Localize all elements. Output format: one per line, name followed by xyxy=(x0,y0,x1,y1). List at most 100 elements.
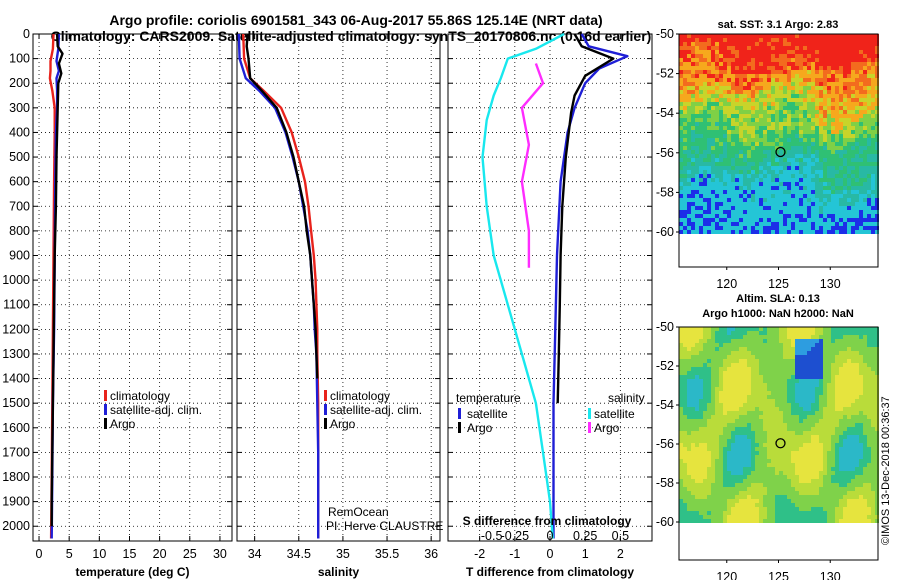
sst-map-pixel xyxy=(683,142,687,146)
sst-map-pixel xyxy=(727,134,731,138)
sla-map-pixel xyxy=(707,359,711,363)
salinity-legend-swatch-0 xyxy=(324,390,327,401)
sla-map-pixel xyxy=(783,415,787,419)
sla-map-pixel xyxy=(727,363,731,367)
sla-map-pixel xyxy=(691,447,695,451)
sla-map-pixel xyxy=(807,391,811,395)
sla-map-pixel xyxy=(775,455,779,459)
salinity-series-argo xyxy=(245,33,319,379)
sst-map-pixel xyxy=(867,114,871,118)
sla-map-pixel xyxy=(827,475,831,479)
sla-map-pixel xyxy=(759,327,763,331)
sla-map-pixel xyxy=(855,375,859,379)
sst-map-pixel xyxy=(743,126,747,130)
sla-map-pixel xyxy=(875,327,879,331)
sla-map-pixel xyxy=(743,443,747,447)
sst-map-pixel xyxy=(767,70,771,74)
sla-map-pixel xyxy=(791,419,795,423)
sst-map-pixel xyxy=(759,226,763,230)
diff-legend-left-swatch-0 xyxy=(458,408,461,419)
sla-map-pixel xyxy=(859,367,863,371)
salinity-legend-label-0: climatology xyxy=(330,389,390,403)
sst-map-pixel xyxy=(831,42,835,46)
sst-map-pixel xyxy=(847,166,851,170)
sla-map-pixel xyxy=(679,491,683,495)
sla-map-pixel xyxy=(695,411,699,415)
sla-map-pixel xyxy=(831,467,835,471)
sst-map-pixel xyxy=(807,162,811,166)
sst-map-pixel xyxy=(775,186,779,190)
sst-map-pixel xyxy=(699,202,703,206)
sst-map-pixel xyxy=(731,190,735,194)
sla-map-pixel xyxy=(815,363,819,367)
sla-map-pixel xyxy=(755,351,759,355)
sst-map-pixel xyxy=(859,62,863,66)
sst-map-pixel xyxy=(843,206,847,210)
sla-map-pixel xyxy=(771,427,775,431)
sst-map-pixel xyxy=(863,90,867,94)
sst-map-pixel xyxy=(835,170,839,174)
sst-map-pixel xyxy=(687,106,691,110)
sla-map-pixel xyxy=(687,475,691,479)
sst-map-pixel xyxy=(823,122,827,126)
sst-map-pixel xyxy=(679,90,683,94)
sst-map-pixel xyxy=(875,222,879,226)
sst-map-pixel xyxy=(763,82,767,86)
sst-map-pixel xyxy=(875,190,879,194)
sla-map-pixel xyxy=(815,395,819,399)
sst-map-pixel xyxy=(855,174,859,178)
sst-map-pixel xyxy=(759,86,763,90)
sla-map-pixel xyxy=(791,351,795,355)
sst-map-pixel xyxy=(847,102,851,106)
sla-map-pixel xyxy=(815,379,819,383)
sla-map-pixel xyxy=(843,483,847,487)
sst-map-pixel xyxy=(839,38,843,42)
sst-map-pixel xyxy=(731,162,735,166)
sst-map-pixel xyxy=(779,170,783,174)
sla-map-pixel xyxy=(831,375,835,379)
sst-map-pixel xyxy=(795,126,799,130)
sst-map-pixel xyxy=(843,146,847,150)
sla-map-pixel xyxy=(751,387,755,391)
sla-map-pixel xyxy=(839,371,843,375)
sst-map-pixel xyxy=(855,38,859,42)
sla-map-pixel xyxy=(843,423,847,427)
sla-map-pixel xyxy=(707,419,711,423)
sst-map-pixel xyxy=(699,154,703,158)
sst-map-pixel xyxy=(855,106,859,110)
sst-map-pixel xyxy=(707,118,711,122)
sla-map-pixel xyxy=(847,327,851,331)
sst-map-pixel xyxy=(787,166,791,170)
sla-map-pixel xyxy=(815,411,819,415)
sst-map-pixel xyxy=(827,166,831,170)
sst-map-pixel xyxy=(775,190,779,194)
sst-map-pixel xyxy=(839,206,843,210)
sst-map-pixel xyxy=(767,122,771,126)
sla-map-pixel xyxy=(863,359,867,363)
sst-map-pixel xyxy=(851,218,855,222)
sst-map-pixel xyxy=(871,54,875,58)
sla-map-pixel xyxy=(707,439,711,443)
sst-map-pixel xyxy=(867,218,871,222)
figure-title-line2: Climatology: CARS2009. Satellite-adjuste… xyxy=(51,28,652,44)
sst-map-pixel xyxy=(815,194,819,198)
sla-map-pixel xyxy=(735,431,739,435)
sst-map-pixel xyxy=(787,62,791,66)
sst-map-pixel xyxy=(779,202,783,206)
sst-map-pixel xyxy=(779,122,783,126)
sst-map-pixel xyxy=(807,126,811,130)
sla-map-pixel xyxy=(695,399,699,403)
sla-map-pixel xyxy=(711,355,715,359)
sla-map-pixel xyxy=(731,347,735,351)
sst-map-pixel xyxy=(763,134,767,138)
sla-map-pixel xyxy=(779,355,783,359)
sla-map-pixel xyxy=(755,419,759,423)
sla-map-pixel xyxy=(699,491,703,495)
depth-tick-label-8: 800 xyxy=(9,224,30,238)
sla-map-pixel xyxy=(867,399,871,403)
sla-map-pixel xyxy=(843,331,847,335)
sla-map-pixel xyxy=(771,327,775,331)
sla-map-pixel xyxy=(803,483,807,487)
sst-map-pixel xyxy=(851,150,855,154)
sla-map-pixel xyxy=(739,491,743,495)
